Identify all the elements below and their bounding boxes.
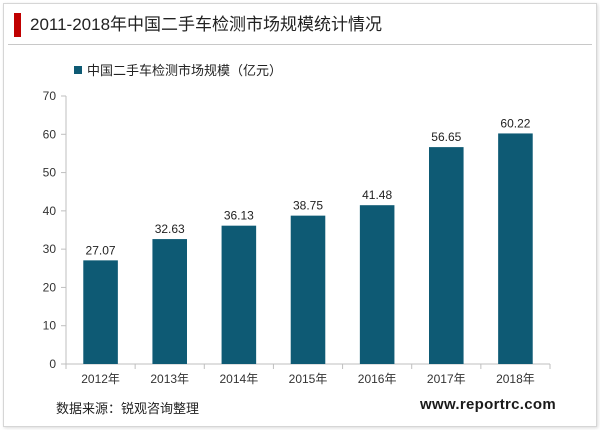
title-divider [8,44,592,45]
title-bar: 2011-2018年中国二手车检测市场规模统计情况 [4,4,596,46]
bar-chart: 0 10 20 30 40 50 60 70 27.07 2012年 32.63 2013年 36.13… [43,89,551,386]
bar [152,239,187,364]
data-label: 60.22 [500,116,530,130]
data-label: 38.75 [293,199,323,213]
data-label: 41.48 [362,188,392,202]
x-tick-label: 2017年 [427,372,466,386]
y-tick-label: 30 [43,242,57,256]
data-label: 32.63 [155,222,185,236]
bar [359,205,395,364]
y-tick-label: 50 [43,166,57,180]
data-label: 36.13 [224,209,254,223]
legend-label: 中国二手车检测市场规模（亿元） [87,63,283,78]
data-label: 56.65 [431,130,461,144]
chart-title: 2011-2018年中国二手车检测市场规模统计情况 [30,15,383,34]
x-tick-label: 2013年 [150,372,189,386]
x-tick-label: 2016年 [358,372,397,386]
bar [221,225,257,364]
chart-frame: 2011-2018年中国二手车检测市场规模统计情况 中国二手车检测市场规模（亿元… [3,3,597,427]
y-tick-label: 0 [49,357,56,371]
bar [290,215,326,364]
legend: 中国二手车检测市场规模（亿元） [74,60,282,79]
bar [83,260,118,364]
bar [498,133,533,364]
y-tick-label: 70 [43,89,57,103]
y-tick-label: 10 [43,319,57,333]
y-tick-label: 40 [43,204,57,218]
bar [429,147,464,364]
x-tick-label: 2014年 [220,372,259,386]
x-tick-label: 2018年 [496,372,535,386]
x-tick-label: 2012年 [81,372,120,386]
website-link[interactable]: www.reportrc.com [420,396,556,413]
y-tick-label: 60 [43,127,57,141]
data-label: 27.07 [86,243,116,257]
y-tick-label: 20 [43,280,57,294]
x-tick-label: 2015年 [289,372,328,386]
legend-swatch [74,65,82,74]
source-note: 数据来源：锐观咨询整理 [56,401,200,416]
title-accent-bar [14,13,21,37]
